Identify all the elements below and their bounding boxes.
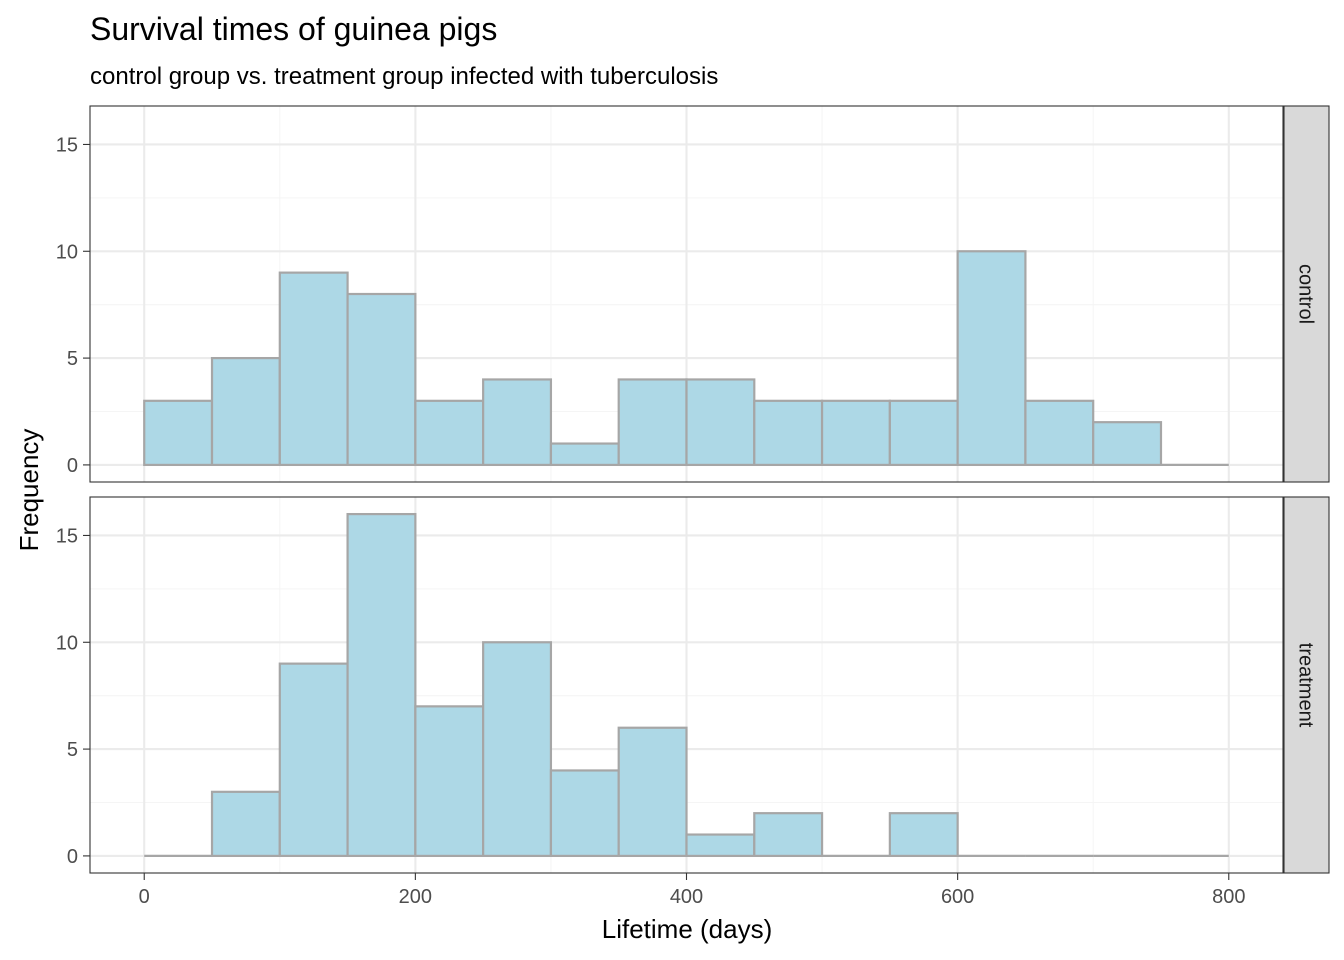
histogram-bar — [888, 812, 959, 858]
histogram-bar — [888, 399, 959, 467]
x-tick-label: 0 — [139, 886, 150, 908]
chart-title: Survival times of guinea pigs — [90, 11, 497, 47]
plot-layer: control 0 5 10 15 treatment 0 5 10 15 0 200 400 600 80… — [56, 105, 1330, 908]
histogram-bar — [482, 641, 553, 858]
facet-strip — [1283, 105, 1330, 483]
histogram-bar — [346, 512, 417, 858]
histogram-bar — [1092, 421, 1163, 467]
histogram-bar — [210, 356, 281, 467]
histogram-bar — [617, 726, 688, 858]
y-tick-label: 5 — [67, 348, 78, 370]
x-tick-label: 400 — [670, 886, 703, 908]
panel-border — [89, 105, 1284, 483]
histogram-bar — [685, 378, 756, 467]
y-tick-label: 10 — [56, 241, 78, 263]
y-axis-title: Frequency — [14, 429, 44, 552]
histogram-bar — [549, 442, 620, 467]
histogram-bar — [1024, 399, 1095, 467]
histogram-bar — [685, 833, 756, 858]
histogram-bar — [753, 812, 824, 858]
y-tick-label: 0 — [67, 455, 78, 477]
chart-subtitle: control group vs. treatment group infect… — [90, 63, 718, 90]
histogram-bar — [549, 769, 620, 858]
x-tick-label: 800 — [1212, 886, 1245, 908]
histogram-bar — [482, 378, 553, 467]
x-tick-label: 600 — [941, 886, 974, 908]
y-tick-label: 15 — [56, 525, 78, 547]
facet-strip — [1283, 496, 1330, 874]
facet-panel-treatment: treatment 0 5 10 15 — [56, 496, 1330, 874]
facet-strip-label: treatment — [1295, 643, 1317, 728]
histogram-bar — [617, 378, 688, 467]
y-tick-label: 5 — [67, 739, 78, 761]
histogram-bar — [414, 399, 485, 467]
histogram-bar — [210, 790, 281, 858]
histogram-bar — [414, 705, 485, 858]
facet-panel-control: control 0 5 10 15 — [56, 105, 1330, 483]
histogram-bar — [346, 292, 417, 467]
histogram-bar — [143, 399, 214, 467]
y-tick-label: 10 — [56, 632, 78, 654]
y-tick-label: 15 — [56, 134, 78, 156]
x-tick-label: 200 — [399, 886, 432, 908]
facet-strip-label: control — [1295, 264, 1317, 324]
x-axis-title: Lifetime (days) — [602, 914, 773, 944]
histogram-bar — [278, 662, 349, 858]
histogram-bar — [278, 271, 349, 467]
histogram-bar — [956, 250, 1027, 467]
histogram-bar — [820, 399, 891, 467]
y-tick-label: 0 — [67, 846, 78, 868]
histogram-bar — [753, 399, 824, 467]
